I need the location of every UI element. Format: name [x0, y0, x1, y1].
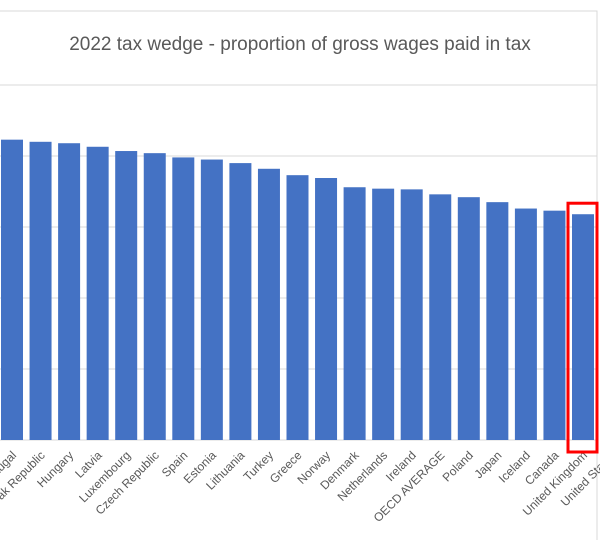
bar-norway — [315, 178, 338, 440]
bar-portugal — [1, 139, 23, 441]
bar-united-kingdom — [572, 214, 594, 440]
bar-poland — [457, 197, 480, 440]
bars — [1, 139, 594, 441]
highlight-box — [566, 201, 599, 454]
bar-slovak-republic — [29, 141, 52, 441]
bar-canada — [543, 210, 566, 440]
bar-lithuania — [229, 163, 252, 440]
bar-czech-republic — [143, 153, 166, 440]
bar-iceland — [514, 208, 537, 440]
bar-japan — [486, 202, 509, 440]
bar-ireland — [400, 189, 423, 440]
bar-hungary — [58, 143, 81, 440]
bar-latvia — [86, 146, 109, 440]
bar-netherlands — [372, 188, 395, 440]
bar-greece — [286, 175, 309, 441]
x-tick-label: Poland — [440, 448, 476, 484]
bar-luxembourg — [115, 151, 138, 440]
bar-denmark — [343, 187, 366, 440]
bar-spain — [172, 157, 195, 441]
bar-turkey — [257, 168, 280, 440]
highlight-rectangle — [566, 201, 599, 454]
chart-title: 2022 tax wedge - proportion of gross wag… — [69, 34, 531, 55]
bar-estonia — [200, 159, 223, 441]
bar-oecd-average — [429, 194, 452, 440]
